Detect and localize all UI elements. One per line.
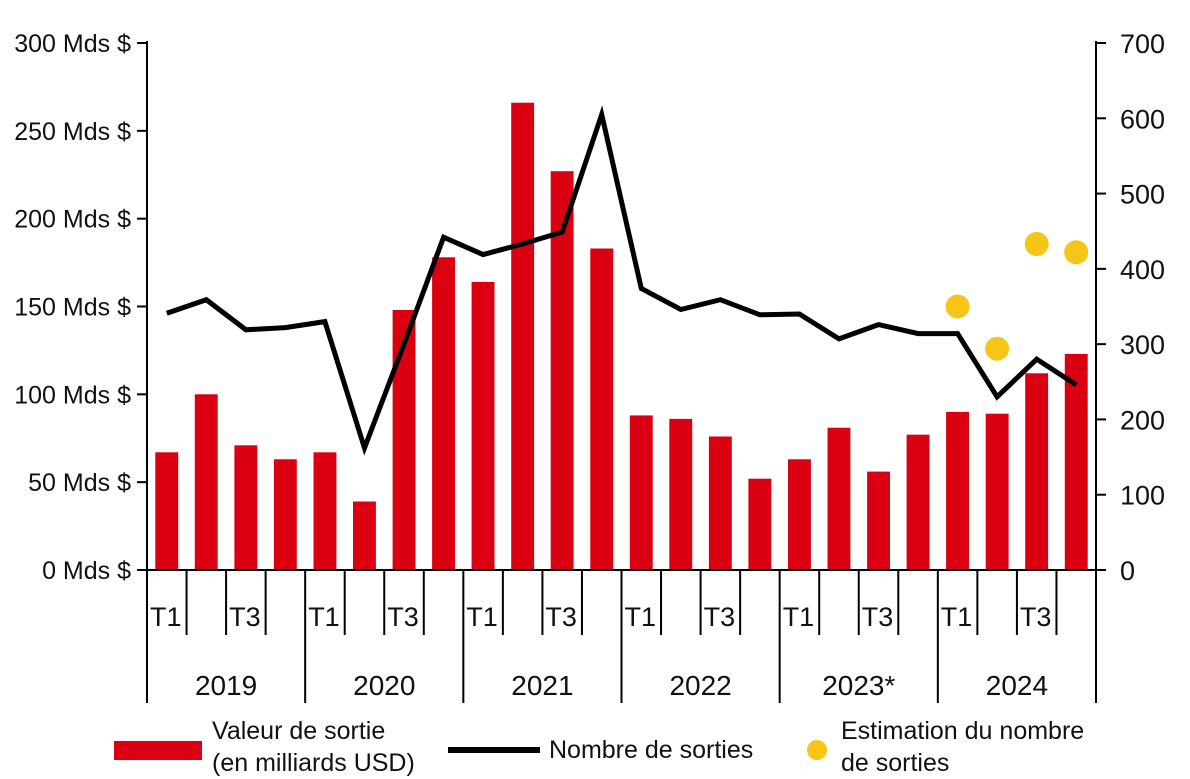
legend-bar-swatch — [114, 741, 202, 760]
right-tick-label-400: 400 — [1120, 255, 1165, 285]
legend-bar-label-line2: (en milliards USD) — [212, 749, 415, 777]
legend-line-label: Nombre de sorties — [549, 736, 753, 764]
bar-2022-t1 — [629, 415, 653, 570]
bar-series — [155, 102, 1088, 570]
quarter-label: T1 — [783, 602, 815, 632]
quarter-label: T1 — [941, 602, 973, 632]
year-label-2020: 2020 — [353, 670, 415, 701]
quarter-label: T1 — [625, 602, 657, 632]
quarter-label: T3 — [229, 602, 261, 632]
bar-2024-t3 — [1025, 373, 1049, 570]
bar-2021-t3 — [550, 171, 574, 570]
left-tick-label-50: 50 Mds $ — [28, 469, 131, 497]
year-label-2022: 2022 — [669, 670, 731, 701]
bar-2020-t3 — [392, 310, 416, 570]
left-tick-label-250: 250 Mds $ — [14, 118, 131, 146]
x-axis: T1 T3 T1 T3 T1 T3 T1 T3 T1 T3 T1 T3 2019 2020 2021 2022… — [146, 569, 1097, 703]
right-tick-label-700: 700 — [1120, 29, 1165, 59]
quarter-label: T1 — [308, 602, 340, 632]
count-line — [165, 105, 1078, 456]
bar-2020-t2 — [353, 501, 376, 570]
legend-dot-label-line1: Estimation du nombre — [841, 717, 1084, 745]
bar-2019-t3 — [234, 445, 258, 570]
quarter-label: T1 — [466, 602, 498, 632]
bar-2023-t1 — [788, 459, 811, 570]
year-label-2023: 2023* — [822, 670, 895, 701]
estimate-dot-2024-t3 — [1024, 232, 1049, 256]
year-label-2021: 2021 — [511, 670, 573, 701]
right-tick-label-300: 300 — [1120, 330, 1165, 360]
right-tick-label-500: 500 — [1120, 180, 1165, 210]
right-tick-label-200: 200 — [1120, 405, 1165, 435]
legend: Valeur de sortie (en milliards USD) Nomb… — [114, 717, 1084, 777]
quarter-label: T3 — [704, 602, 736, 632]
estimate-dot-series — [945, 232, 1089, 361]
bar-2022-t2 — [669, 418, 693, 570]
bar-2019-t4 — [273, 459, 297, 570]
right-tick-label-0: 0 — [1120, 556, 1135, 586]
quarter-label: T3 — [387, 602, 419, 632]
right-tick-label-100: 100 — [1120, 481, 1165, 511]
count-line-series — [165, 105, 1078, 456]
legend-dot-label-line2: de sorties — [841, 749, 949, 777]
bar-2022-t3 — [708, 436, 732, 570]
year-label-2019: 2019 — [195, 670, 257, 701]
quarter-label: T3 — [862, 602, 894, 632]
right-tick-label-600: 600 — [1120, 104, 1165, 134]
left-tick-label-300: 300 Mds $ — [14, 30, 131, 58]
bar-2024-t4 — [1064, 353, 1088, 570]
quarter-label: T1 — [150, 602, 182, 632]
bar-2023-t3 — [867, 471, 890, 570]
bar-2020-t4 — [432, 257, 455, 570]
estimate-dot-2024-t4 — [1064, 240, 1089, 265]
bar-2023-t4 — [906, 434, 930, 570]
left-tick-label-100: 100 Mds $ — [14, 381, 131, 409]
bar-2024-t1 — [946, 411, 969, 570]
legend-bar-label-line1: Valeur de sortie — [212, 717, 385, 745]
quarter-label: T3 — [545, 602, 577, 632]
bar-2021-t1 — [471, 281, 495, 570]
left-tick-label-150: 150 Mds $ — [14, 294, 131, 322]
bar-2022-t4 — [748, 478, 772, 570]
bar-2021-t4 — [590, 248, 614, 570]
bar-2019-t1 — [155, 452, 179, 570]
bar-2024-t2 — [985, 413, 1009, 570]
bar-2019-t2 — [194, 394, 218, 570]
bar-2021-t2 — [511, 102, 535, 570]
legend-dot-swatch — [807, 740, 827, 760]
left-tick-label-0: 0 Mds $ — [42, 557, 131, 585]
quarter-label: T3 — [1020, 602, 1052, 632]
bar-2020-t1 — [313, 452, 337, 570]
estimate-dot-2024-t2 — [985, 336, 1010, 361]
left-tick-label-200: 200 Mds $ — [14, 206, 131, 234]
year-label-2024: 2024 — [986, 670, 1048, 701]
right-y-axis: 0 100 200 300 400 500 600 700 — [1095, 29, 1165, 586]
bar-2023-t2 — [827, 427, 851, 570]
estimate-dot-2024-t1 — [945, 294, 970, 319]
left-y-axis: 0 Mds $ 50 Mds $ 100 Mds $ 150 Mds $ 200 Mds… — [14, 30, 148, 585]
